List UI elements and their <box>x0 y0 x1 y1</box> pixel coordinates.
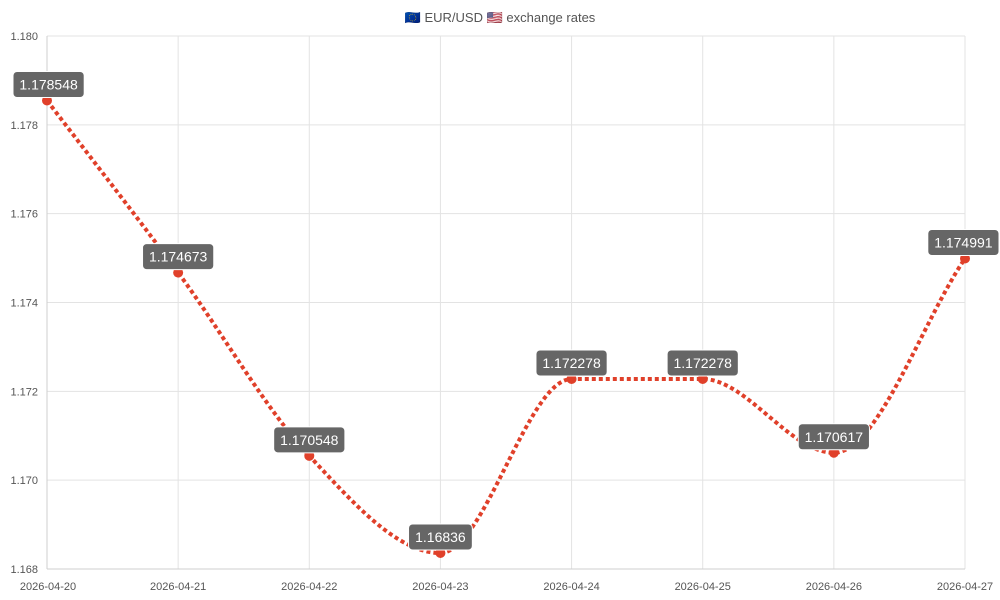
data-label-text: 1.174673 <box>149 249 208 265</box>
data-label-box <box>142 243 215 271</box>
data-label-box <box>408 523 473 551</box>
x-tick-label: 2026-04-25 <box>675 581 731 593</box>
x-tick-label: 2026-04-23 <box>412 581 468 593</box>
data-label-box <box>927 228 1000 256</box>
data-label-box <box>273 426 346 454</box>
series-line <box>45 99 967 556</box>
data-points <box>42 95 970 559</box>
data-labels: 1.178548 1.174673 1.170548 1.16836 1.172278 1… <box>12 70 1000 551</box>
data-label: 1.16836 <box>408 523 473 551</box>
data-label-box <box>797 423 870 451</box>
x-tick-label: 2026-04-20 <box>20 581 76 593</box>
data-label-text: 1.174991 <box>934 234 993 250</box>
data-label-text: 1.172278 <box>674 355 733 371</box>
x-tick-label: 2026-04-27 <box>937 581 993 593</box>
data-label: 1.172278 <box>535 349 608 377</box>
data-label: 1.174991 <box>927 228 1000 256</box>
x-axis-ticks: 2026-04-20 2026-04-21 2026-04-22 2026-04-23… <box>20 581 993 593</box>
y-axis-ticks: 1.168 1.170 1.172 1.174 1.176 1.178 1.180 <box>10 31 38 576</box>
data-label: 1.170548 <box>273 426 346 454</box>
data-label-box <box>666 349 739 377</box>
x-tick-label: 2026-04-26 <box>806 581 862 593</box>
data-label-text: 1.16836 <box>415 529 466 545</box>
y-tick-label: 1.168 <box>10 564 38 576</box>
x-tick-label: 2026-04-22 <box>281 581 337 593</box>
y-tick-label: 1.170 <box>10 475 38 487</box>
y-tick-label: 1.178 <box>10 120 38 132</box>
x-tick-label: 2026-04-24 <box>543 581 599 593</box>
y-tick-label: 1.176 <box>10 209 38 221</box>
data-label: 1.170617 <box>797 423 870 451</box>
data-label-text: 1.170617 <box>805 429 864 445</box>
data-label: 1.178548 <box>12 70 85 98</box>
data-label-text: 1.172278 <box>542 355 601 371</box>
data-point[interactable] <box>960 253 970 264</box>
y-tick-label: 1.180 <box>10 31 38 43</box>
chart-title: 🇪🇺 EUR/USD 🇺🇸 exchange rates <box>405 10 596 25</box>
data-label-box <box>535 349 608 377</box>
y-tick-label: 1.174 <box>10 298 38 310</box>
data-label-box <box>12 70 85 98</box>
data-label-text: 1.170548 <box>280 432 339 448</box>
y-tick-label: 1.172 <box>10 386 38 398</box>
grid <box>46 35 966 570</box>
data-label-text: 1.178548 <box>19 76 78 92</box>
x-tick-label: 2026-04-21 <box>150 581 206 593</box>
data-label: 1.174673 <box>142 243 215 271</box>
data-label: 1.172278 <box>666 349 739 377</box>
